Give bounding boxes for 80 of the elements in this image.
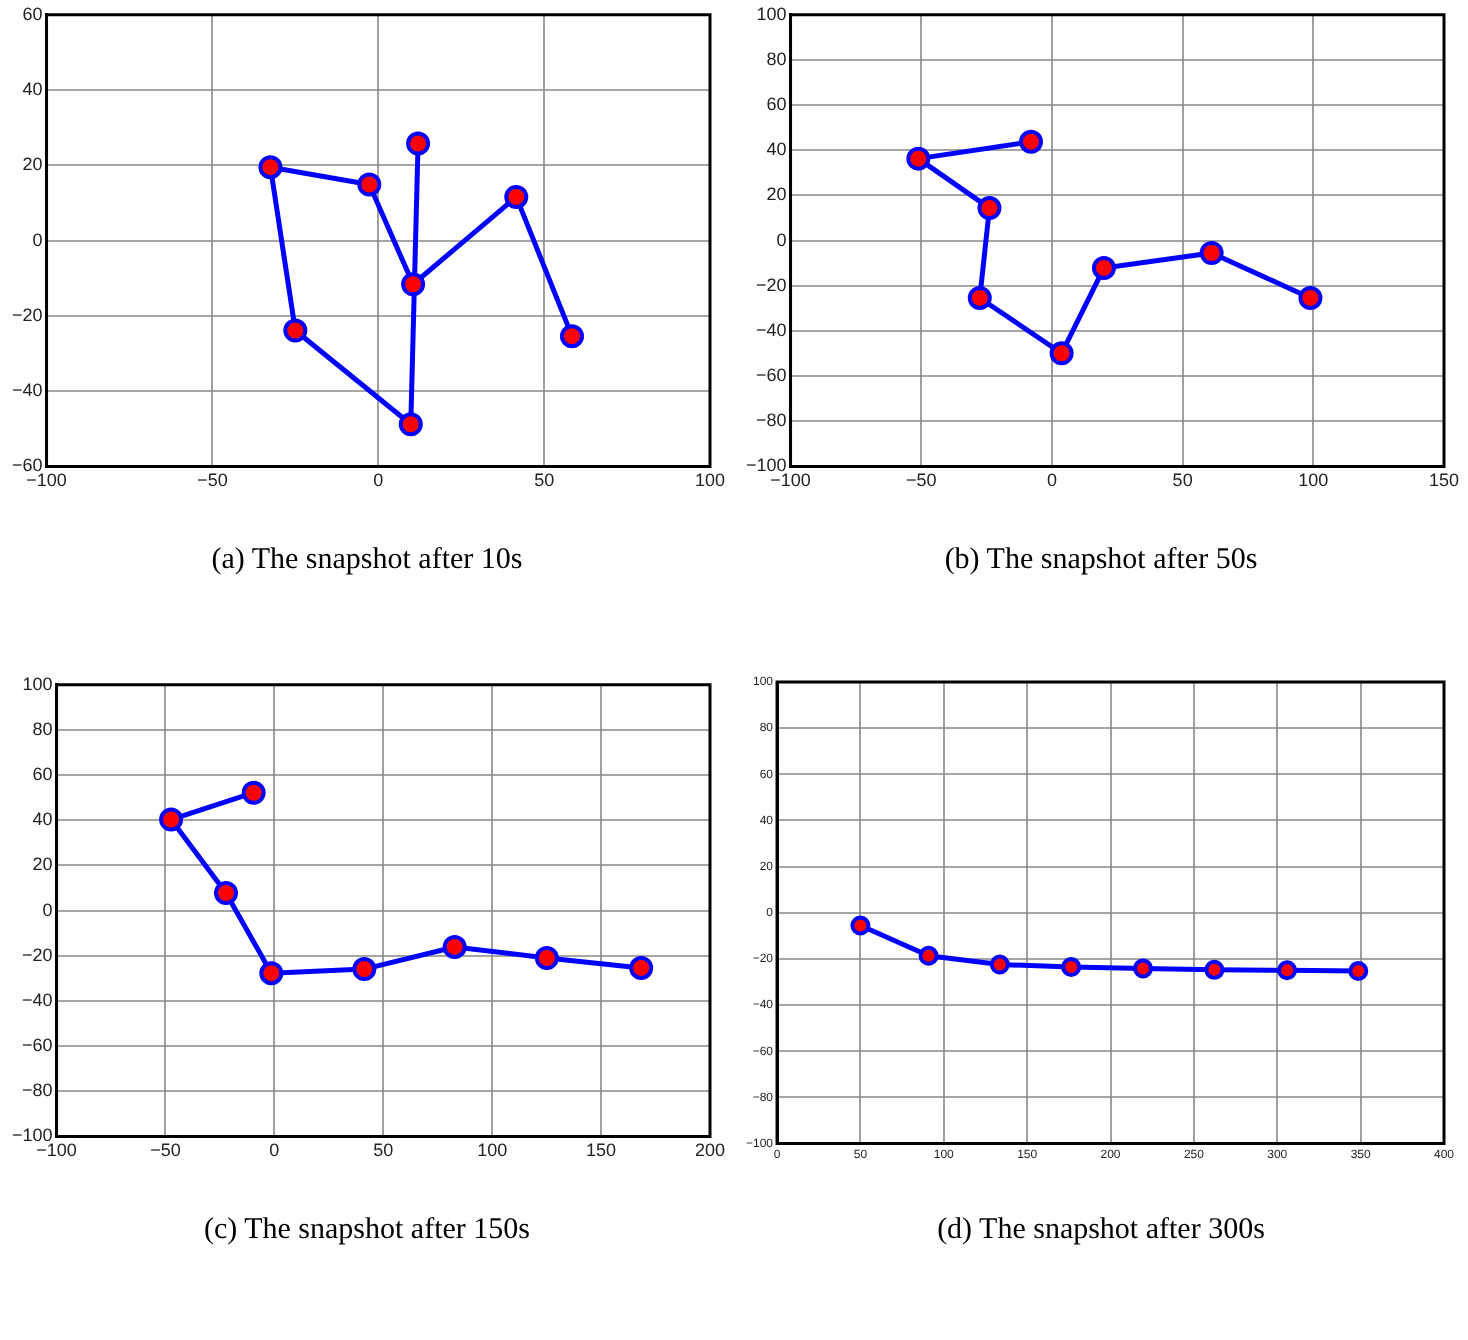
point — [1348, 960, 1369, 981]
point — [352, 957, 377, 982]
point — [1049, 341, 1074, 366]
point — [850, 915, 871, 936]
point — [989, 954, 1010, 975]
point — [1277, 960, 1298, 981]
point — [214, 880, 239, 905]
point — [1298, 285, 1323, 310]
y-tick-label: 40 — [22, 79, 43, 100]
y-tick-label: −40 — [755, 319, 787, 340]
y-tick-label: 0 — [42, 899, 53, 920]
point — [534, 946, 559, 971]
y-tick-label: 100 — [756, 3, 787, 24]
point — [1133, 958, 1154, 979]
point — [1199, 241, 1224, 266]
point — [401, 272, 426, 297]
point — [159, 807, 184, 832]
point — [1019, 129, 1044, 154]
point — [1091, 255, 1116, 280]
text: (a) The snapshot after 10s — [209, 544, 525, 578]
y-tick-label: 80 — [32, 718, 53, 739]
point — [1204, 959, 1225, 980]
point — [259, 961, 284, 986]
y-tick-label: −20 — [755, 274, 787, 295]
y-tick-label: −60 — [21, 1035, 53, 1056]
y-tick-label: −20 — [21, 944, 53, 965]
point — [967, 285, 992, 310]
x-tick-label: 50 — [1172, 470, 1193, 491]
y-tick-label: 40 — [766, 139, 787, 160]
point — [629, 955, 654, 980]
y-tick-label: −100 — [11, 1125, 53, 1146]
point — [906, 146, 931, 171]
point — [1061, 957, 1082, 978]
point — [283, 318, 308, 343]
x-tick-label: 0 — [1046, 470, 1057, 491]
x-tick-label: 100 — [694, 470, 726, 491]
y-tick-label: −60 — [755, 365, 787, 386]
x-tick-label: 50 — [534, 470, 555, 491]
x-tick-label: 150 — [1428, 470, 1460, 491]
y-tick-label: 20 — [766, 184, 787, 205]
point — [442, 934, 467, 959]
y-tick-label: −40 — [21, 989, 53, 1010]
point — [918, 945, 939, 966]
point — [258, 155, 283, 180]
point — [504, 184, 529, 209]
y-tick-label: −100 — [745, 455, 787, 476]
x-tick-label: −50 — [197, 470, 228, 491]
y-tick-label: −60 — [11, 455, 43, 476]
x-tick-label: 150 — [586, 1140, 617, 1161]
y-tick-label: 60 — [766, 94, 787, 115]
text: (d) The snapshot after 300s — [935, 1214, 1267, 1248]
x-tick-label: 0 — [269, 1140, 280, 1161]
point — [977, 196, 1002, 221]
x-tick-label: 100 — [477, 1140, 508, 1161]
x-tick-label: −50 — [905, 470, 937, 491]
point — [241, 780, 266, 805]
x-tick-label: 50 — [373, 1140, 394, 1161]
y-tick-label: 20 — [32, 854, 53, 875]
y-tick-label: 100 — [22, 673, 53, 694]
y-tick-label: −40 — [11, 380, 43, 401]
y-tick-label: −80 — [21, 1080, 53, 1101]
y-tick-label: 60 — [32, 764, 53, 785]
y-tick-label: 0 — [32, 229, 43, 250]
y-tick-label: 60 — [22, 3, 43, 24]
point — [357, 172, 382, 197]
y-tick-label: 40 — [32, 809, 53, 830]
x-tick-label: 100 — [1298, 470, 1329, 491]
y-tick-label: 80 — [766, 48, 787, 69]
y-tick-label: 0 — [776, 229, 787, 250]
point — [560, 324, 584, 349]
x-tick-label: −50 — [150, 1140, 181, 1161]
y-tick-label: 20 — [22, 154, 43, 175]
y-tick-label: −20 — [11, 304, 43, 325]
point — [406, 131, 431, 156]
x-tick-label: 0 — [373, 470, 384, 491]
point — [398, 412, 423, 437]
y-tick-label: −80 — [755, 410, 787, 431]
text: (b) The snapshot after 50s — [942, 544, 1260, 578]
x-tick-label: 200 — [694, 1140, 726, 1161]
text: (c) The snapshot after 150s — [201, 1214, 532, 1248]
